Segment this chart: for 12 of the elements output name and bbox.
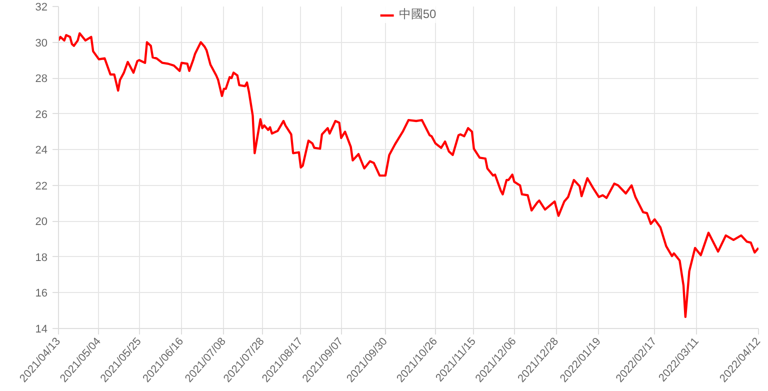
y-tick-label: 28	[35, 73, 48, 86]
y-tick-label: 14	[35, 324, 48, 336]
y-tick-label: 30	[35, 37, 48, 50]
line-series	[58, 32, 758, 318]
y-tick-label: 32	[35, 2, 48, 14]
y-tick-label: 22	[35, 180, 48, 192]
y-tick-label: 26	[35, 108, 48, 121]
legend-label: 中國50	[398, 6, 436, 23]
y-tick-label: 24	[35, 144, 48, 157]
y-tick-label: 18	[35, 252, 48, 264]
y-tick-label: 20	[35, 216, 48, 228]
y-tick-label: 16	[35, 288, 48, 300]
